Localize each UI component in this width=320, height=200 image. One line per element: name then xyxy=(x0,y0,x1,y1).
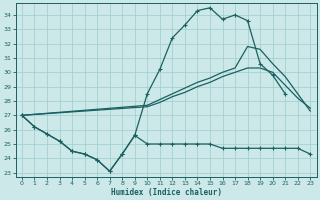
X-axis label: Humidex (Indice chaleur): Humidex (Indice chaleur) xyxy=(111,188,221,197)
